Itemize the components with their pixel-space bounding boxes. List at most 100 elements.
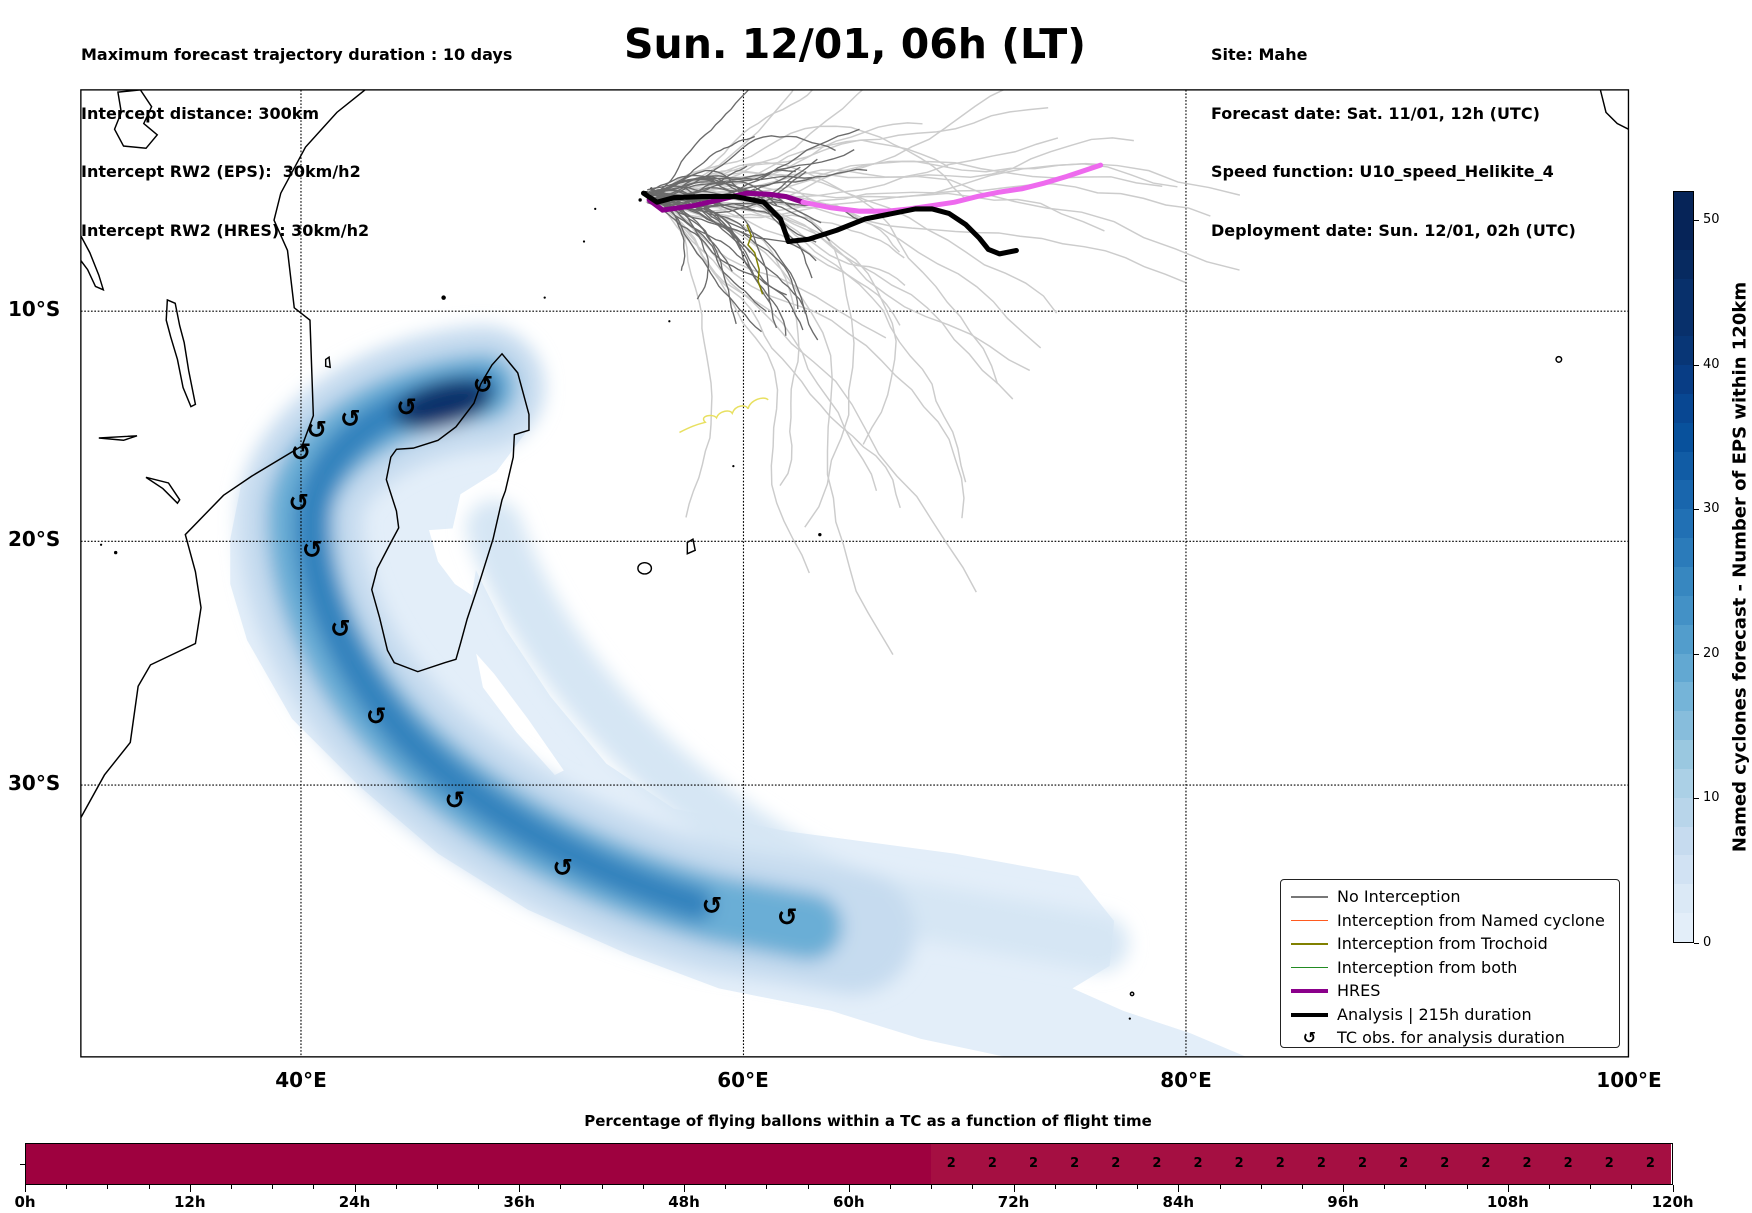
legend-label: Interception from Trochoid	[1337, 934, 1548, 953]
page-title: Sun. 12/01, 06h (LT)	[624, 20, 1086, 68]
ensemble-trajectory	[649, 201, 905, 259]
ensemble-trajectory	[657, 89, 864, 198]
legend-line-swatch	[1291, 896, 1328, 898]
colorbar-step	[1674, 450, 1693, 481]
tc-obs-icon: ↺	[473, 370, 494, 399]
ensemble-trajectory	[648, 200, 894, 655]
tc-obs-icon: ↺	[366, 701, 387, 730]
colorbar-tick	[1694, 943, 1699, 944]
flight-bar-title: Percentage of flying ballons within a TC…	[584, 1112, 1152, 1130]
tc-symbol-icon: ↺	[1302, 1028, 1317, 1047]
flight-bar-cell-value: 2	[1234, 1156, 1244, 1171]
flight-bar-cell-value: 2	[1111, 1156, 1121, 1171]
tc-obs-icon: ↺	[302, 535, 323, 564]
tc-obs-icon: ↺	[330, 614, 351, 643]
flight-bar-cell-value: 2	[987, 1156, 997, 1171]
legend-label: Interception from Named cyclone	[1337, 910, 1605, 930]
flight-bar-tick	[642, 1185, 644, 1189]
colorbar-step	[1674, 537, 1693, 567]
flight-bar-cell-value: 2	[1645, 1156, 1655, 1171]
flight-bar-tick	[1137, 1185, 1139, 1189]
density-gap	[429, 527, 478, 596]
colorbar-tick-label: 40	[1703, 356, 1720, 372]
tc-observations: ↺↺↺↺↺↺↺↺↺↺↺↺ ↺	[288, 370, 797, 931]
reunion-island	[637, 561, 653, 575]
flight-bar-tick-label: 96h	[1327, 1193, 1359, 1211]
colorbar-step	[1674, 681, 1693, 712]
flight-bar-tick	[684, 1185, 686, 1192]
tc-obs-icon: ↺	[552, 853, 573, 882]
flight-bar-tick	[1219, 1185, 1221, 1189]
legend-item: HRES	[1281, 980, 1619, 1002]
lake-tanganyika	[80, 235, 105, 292]
legend-label: No Interception	[1337, 887, 1461, 906]
flight-bar-tick	[189, 1185, 191, 1192]
ensemble-trajectory	[656, 199, 737, 325]
colorbar-tick	[1694, 798, 1699, 800]
legend-item: Interception from Trochoid	[1281, 933, 1619, 955]
flight-bar-tick-label: 120h	[1651, 1193, 1694, 1211]
flight-bar-cell-value: 2	[1440, 1156, 1450, 1171]
flight-bar-cell-value: 2	[1481, 1156, 1491, 1171]
legend-item: Interception from Named cyclone	[1281, 910, 1619, 932]
yellow-trajectory	[679, 397, 769, 434]
flight-bar-tick	[66, 1185, 68, 1189]
ensemble-trajectory	[652, 197, 901, 509]
hres-trajectory-early	[646, 190, 806, 213]
ensemble-trajectory	[646, 89, 794, 204]
flight-bar-tick	[601, 1185, 603, 1189]
colorbar-step	[1674, 710, 1693, 741]
legend-label: TC obs. for analysis duration	[1337, 1028, 1565, 1047]
ensemble-trajectory	[652, 192, 800, 487]
graticule	[80, 89, 1629, 1057]
legend-label: Interception from both	[1337, 957, 1518, 977]
legend-item: ↺ TC obs. for analysis duration	[1281, 1027, 1619, 1049]
ensemble-trajectory	[647, 171, 1240, 271]
flight-bar-tick-label: 60h	[833, 1193, 865, 1211]
colorbar-tick	[1694, 509, 1699, 511]
flight-bar-tick	[354, 1185, 356, 1192]
flight-bar-segment	[26, 1144, 931, 1184]
trochoid-interception-trajectory	[746, 224, 764, 295]
colorbar-step	[1674, 623, 1693, 654]
mauritius-island	[686, 537, 697, 555]
flight-bar-tick	[1507, 1185, 1509, 1192]
lake-mweru	[98, 435, 138, 442]
colorbar-step	[1674, 825, 1693, 856]
ensemble-trajectory	[655, 191, 897, 445]
ensemble-trajectory	[659, 201, 799, 310]
flight-bar-cell-value: 2	[1316, 1156, 1326, 1171]
colorbar-step	[1674, 883, 1693, 914]
flight-bar-segment	[930, 1144, 1671, 1184]
flight-bar-cell-value: 2	[1358, 1156, 1368, 1171]
intercept-distance-text: Intercept distance: 300km	[81, 103, 320, 123]
flight-bar-cell-value: 2	[1193, 1156, 1203, 1171]
lat-label-10s: 10°S	[8, 297, 61, 321]
intercept-eps-text: Intercept RW2 (EPS): 30km/h2	[81, 162, 361, 181]
max-duration-text: Maximum forecast trajectory duration : 1…	[81, 45, 513, 64]
colorbar-tick-label: 30	[1703, 501, 1720, 517]
flight-bar-cell-value: 2	[1563, 1156, 1573, 1171]
ensemble-trajectory	[647, 89, 750, 200]
legend-line-swatch	[1291, 1012, 1328, 1017]
intercept-hres-text: Intercept RW2 (HRES): 30km/h2	[81, 220, 370, 240]
ensemble-trajectory	[661, 139, 949, 203]
flight-bar-tick	[766, 1185, 768, 1189]
tc-obs-icon: ↺	[702, 891, 723, 920]
colorbar-step	[1674, 364, 1693, 394]
africa-coast	[80, 89, 366, 818]
ensemble-trajectory	[658, 135, 755, 193]
ensemble-trajectory	[652, 195, 810, 574]
ensemble-trajectory	[647, 201, 710, 300]
colorbar-tick	[1694, 653, 1699, 655]
flight-bar-cell-value: 2	[1522, 1156, 1532, 1171]
flight-bar-cell-value: 2	[946, 1156, 956, 1171]
ensemble-trajectory	[649, 171, 807, 214]
flight-bar-tick	[1095, 1185, 1097, 1189]
flight-bar-tick	[931, 1185, 933, 1189]
tc-obs-icon: ↺	[306, 415, 327, 444]
forecast-date-text: Forecast date: Sat. 11/01, 12h (UTC)	[1211, 103, 1540, 123]
flight-bar-tick	[519, 1185, 521, 1192]
colorbar-step	[1674, 739, 1693, 769]
flight-bar-tick-label: 36h	[503, 1193, 536, 1211]
